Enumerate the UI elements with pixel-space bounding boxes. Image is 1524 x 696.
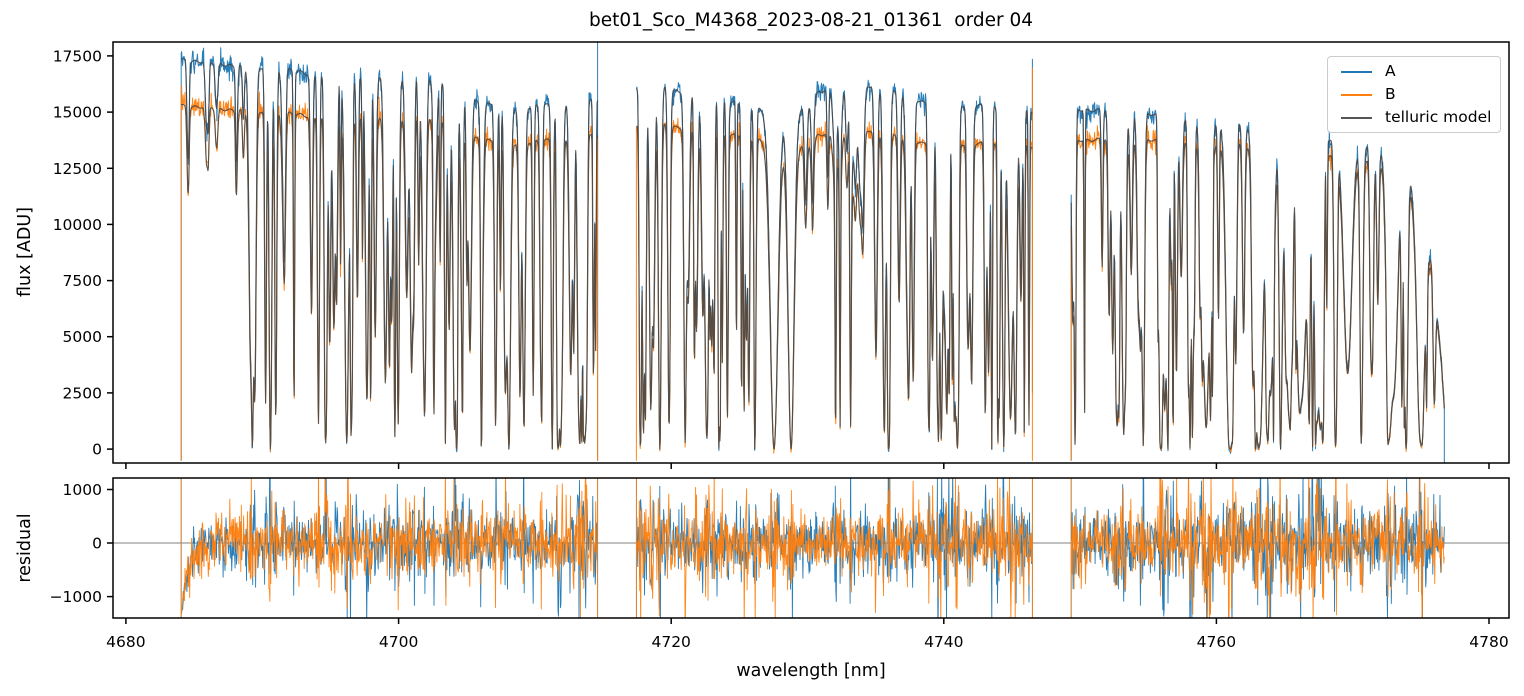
x-tick-label: 4700 <box>379 633 418 651</box>
residual-y-tick-label: −1000 <box>50 588 102 606</box>
residual-panel-frame <box>112 477 1510 619</box>
plot-title: bet01_Sco_M4368_2023-08-21_01361 order 0… <box>588 10 1034 31</box>
flux-y-tick-label: 0 <box>92 441 102 459</box>
x-tick-label: 4780 <box>1469 633 1508 651</box>
x-tick-label: 4680 <box>106 633 145 651</box>
legend-label-b: B <box>1385 84 1396 103</box>
legend-entry-telluric: telluric model <box>1328 107 1500 126</box>
flux-y-tick-label: 2500 <box>63 384 102 402</box>
axes: 4680 4700 4720 4740 4760 4780 0 2500 5000 7500 100… <box>50 41 1510 651</box>
legend-label-telluric: telluric model <box>1385 107 1492 126</box>
x-tick-label: 4760 <box>1197 633 1236 651</box>
x-axis-label: wavelength [nm] <box>736 661 886 681</box>
legend-entry-a: A <box>1328 61 1500 80</box>
flux-y-tick-label: 7500 <box>63 272 102 290</box>
legend-line-telluric <box>1341 116 1372 119</box>
flux-y-tick-label: 15000 <box>53 104 102 122</box>
flux-panel-frame <box>112 41 1510 464</box>
x-tick-label: 4740 <box>924 633 963 651</box>
legend-line-a <box>1341 70 1372 73</box>
flux-y-tick-label: 12500 <box>53 160 102 178</box>
flux-panel-series <box>180 42 1445 463</box>
flux-y-tick-label: 17500 <box>53 47 102 65</box>
residual-y-tick-label: 1000 <box>63 481 102 499</box>
legend: A B telluric model <box>1327 56 1501 133</box>
residual-panel-series <box>113 478 1509 618</box>
legend-label-a: A <box>1385 61 1396 80</box>
legend-entry-b: B <box>1328 84 1500 103</box>
residual-y-tick-label: 0 <box>92 535 102 553</box>
flux-y-tick-label: 5000 <box>63 328 102 346</box>
x-tick-label: 4720 <box>651 633 690 651</box>
residual-b-path <box>180 478 1445 618</box>
telluric-model-path <box>180 57 1445 450</box>
flux-y-tick-label: 10000 <box>53 216 102 234</box>
legend-line-b <box>1341 93 1372 96</box>
